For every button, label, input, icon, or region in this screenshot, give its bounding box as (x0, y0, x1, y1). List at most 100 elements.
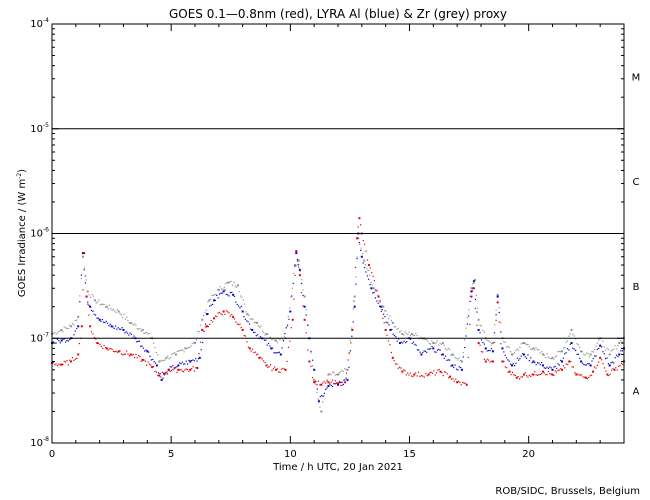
interp-dot-goes (271, 369, 273, 372)
interp-dot-lyra_zr (393, 326, 395, 328)
interp-dot-lyra_al (528, 360, 530, 362)
interp-dot-lyra_al (454, 364, 456, 366)
interp-dot-goes (459, 381, 461, 383)
interp-dot-goes (336, 382, 338, 384)
interp-dot-lyra_zr (424, 338, 426, 341)
interp-dot-lyra_al (326, 387, 328, 389)
interp-dot-lyra_al (402, 342, 404, 344)
interp-dot-goes (488, 359, 490, 361)
interp-dot-goes (445, 371, 447, 373)
interp-dot-lyra_zr (615, 348, 618, 350)
interp-dot-goes (56, 365, 59, 367)
interp-dot-lyra_zr (58, 330, 60, 332)
interp-dot-goes (500, 343, 502, 345)
interp-dot-goes (486, 358, 488, 360)
interp-dot-goes (611, 369, 613, 371)
data-point-lyra_al (484, 347, 487, 350)
data-point-lyra_al (470, 290, 473, 293)
interp-dot-lyra_zr (114, 310, 116, 312)
interp-dot-goes (446, 373, 448, 375)
interp-dot-lyra_zr (512, 353, 514, 355)
interp-dot-lyra_zr (435, 342, 437, 344)
data-point-goes (213, 317, 216, 320)
interp-dot-lyra_zr (222, 288, 224, 290)
data-point-lyra_zr (441, 342, 444, 345)
interp-dot-lyra_zr (493, 324, 496, 326)
interp-dot-lyra_zr (409, 334, 412, 337)
interp-dot-lyra_zr (132, 324, 134, 326)
interp-dot-lyra_al (383, 313, 385, 315)
interp-dot-lyra_al (422, 351, 424, 354)
interp-dot-lyra_al (508, 360, 510, 362)
interp-dot-lyra_zr (364, 264, 367, 266)
interp-dot-lyra_zr (238, 291, 240, 293)
interp-dot-lyra_al (163, 374, 166, 376)
interp-dot-lyra_al (434, 351, 436, 353)
interp-dot-lyra_zr (65, 327, 67, 329)
data-series-layer (51, 217, 625, 413)
interp-dot-goes (590, 374, 593, 376)
data-point-lyra_zr (86, 290, 89, 293)
interp-dot-goes (195, 367, 197, 369)
interp-dot-lyra_zr (602, 340, 604, 342)
interp-dot-lyra_al (315, 380, 317, 382)
interp-dot-lyra_zr (486, 339, 488, 341)
interp-dot-lyra_zr (547, 356, 550, 358)
interp-dot-goes (425, 373, 427, 375)
interp-dot-lyra_al (65, 341, 67, 343)
interp-dot-goes (504, 366, 506, 368)
data-point-lyra_zr (372, 287, 375, 290)
interp-dot-lyra_zr (229, 281, 231, 283)
interp-dot-lyra_al (610, 362, 612, 364)
interp-dot-goes (126, 350, 128, 352)
data-point-lyra_al (337, 383, 339, 386)
interp-dot-lyra_zr (136, 328, 138, 330)
interp-dot-lyra_zr (349, 340, 351, 342)
data-point-goes (291, 318, 294, 321)
interp-dot-goes (511, 371, 514, 373)
interp-dot-goes (619, 365, 621, 367)
interp-dot-goes (364, 243, 366, 245)
interp-dot-lyra_al (274, 352, 276, 354)
interp-dot-lyra_zr (436, 340, 439, 342)
interp-dot-goes (535, 374, 537, 376)
interp-dot-lyra_al (550, 367, 552, 369)
interp-dot-lyra_zr (301, 279, 303, 281)
interp-dot-lyra_al (278, 351, 281, 353)
data-point-lyra_al (270, 347, 273, 350)
data-point-lyra_zr (265, 332, 268, 335)
interp-dot-goes (108, 348, 111, 350)
interp-dot-lyra_zr (102, 303, 104, 305)
interp-dot-lyra_zr (342, 371, 345, 373)
interp-dot-lyra_zr (107, 308, 109, 310)
interp-dot-goes (353, 300, 355, 302)
data-point-goes (80, 325, 83, 328)
interp-dot-lyra_al (140, 345, 142, 347)
interp-dot-goes (616, 369, 618, 371)
interp-dot-lyra_al (480, 339, 483, 341)
interp-dot-lyra_al (212, 303, 214, 306)
interp-dot-goes (237, 324, 240, 326)
interp-dot-lyra_zr (457, 359, 459, 361)
interp-dot-lyra_al (348, 366, 350, 368)
data-point-lyra_al (432, 347, 435, 350)
data-point-lyra_al (496, 295, 499, 298)
data-point-lyra_zr (510, 353, 513, 356)
interp-dot-lyra_al (368, 278, 370, 280)
interp-dot-lyra_zr (404, 331, 406, 333)
interp-dot-goes (443, 371, 446, 373)
interp-dot-lyra_al (66, 339, 68, 342)
interp-dot-lyra_al (520, 355, 522, 357)
interp-dot-goes (578, 374, 580, 376)
interp-dot-goes (560, 368, 562, 370)
interp-dot-lyra_al (80, 274, 82, 276)
interp-dot-lyra_zr (390, 319, 393, 322)
interp-dot-goes (110, 347, 112, 350)
interp-dot-lyra_zr (157, 354, 159, 356)
interp-dot-goes (192, 366, 194, 368)
interp-dot-goes (54, 364, 56, 366)
interp-dot-lyra_al (519, 358, 521, 360)
interp-dot-lyra_zr (152, 342, 155, 344)
interp-dot-goes (433, 370, 435, 372)
interp-dot-goes (543, 372, 545, 374)
